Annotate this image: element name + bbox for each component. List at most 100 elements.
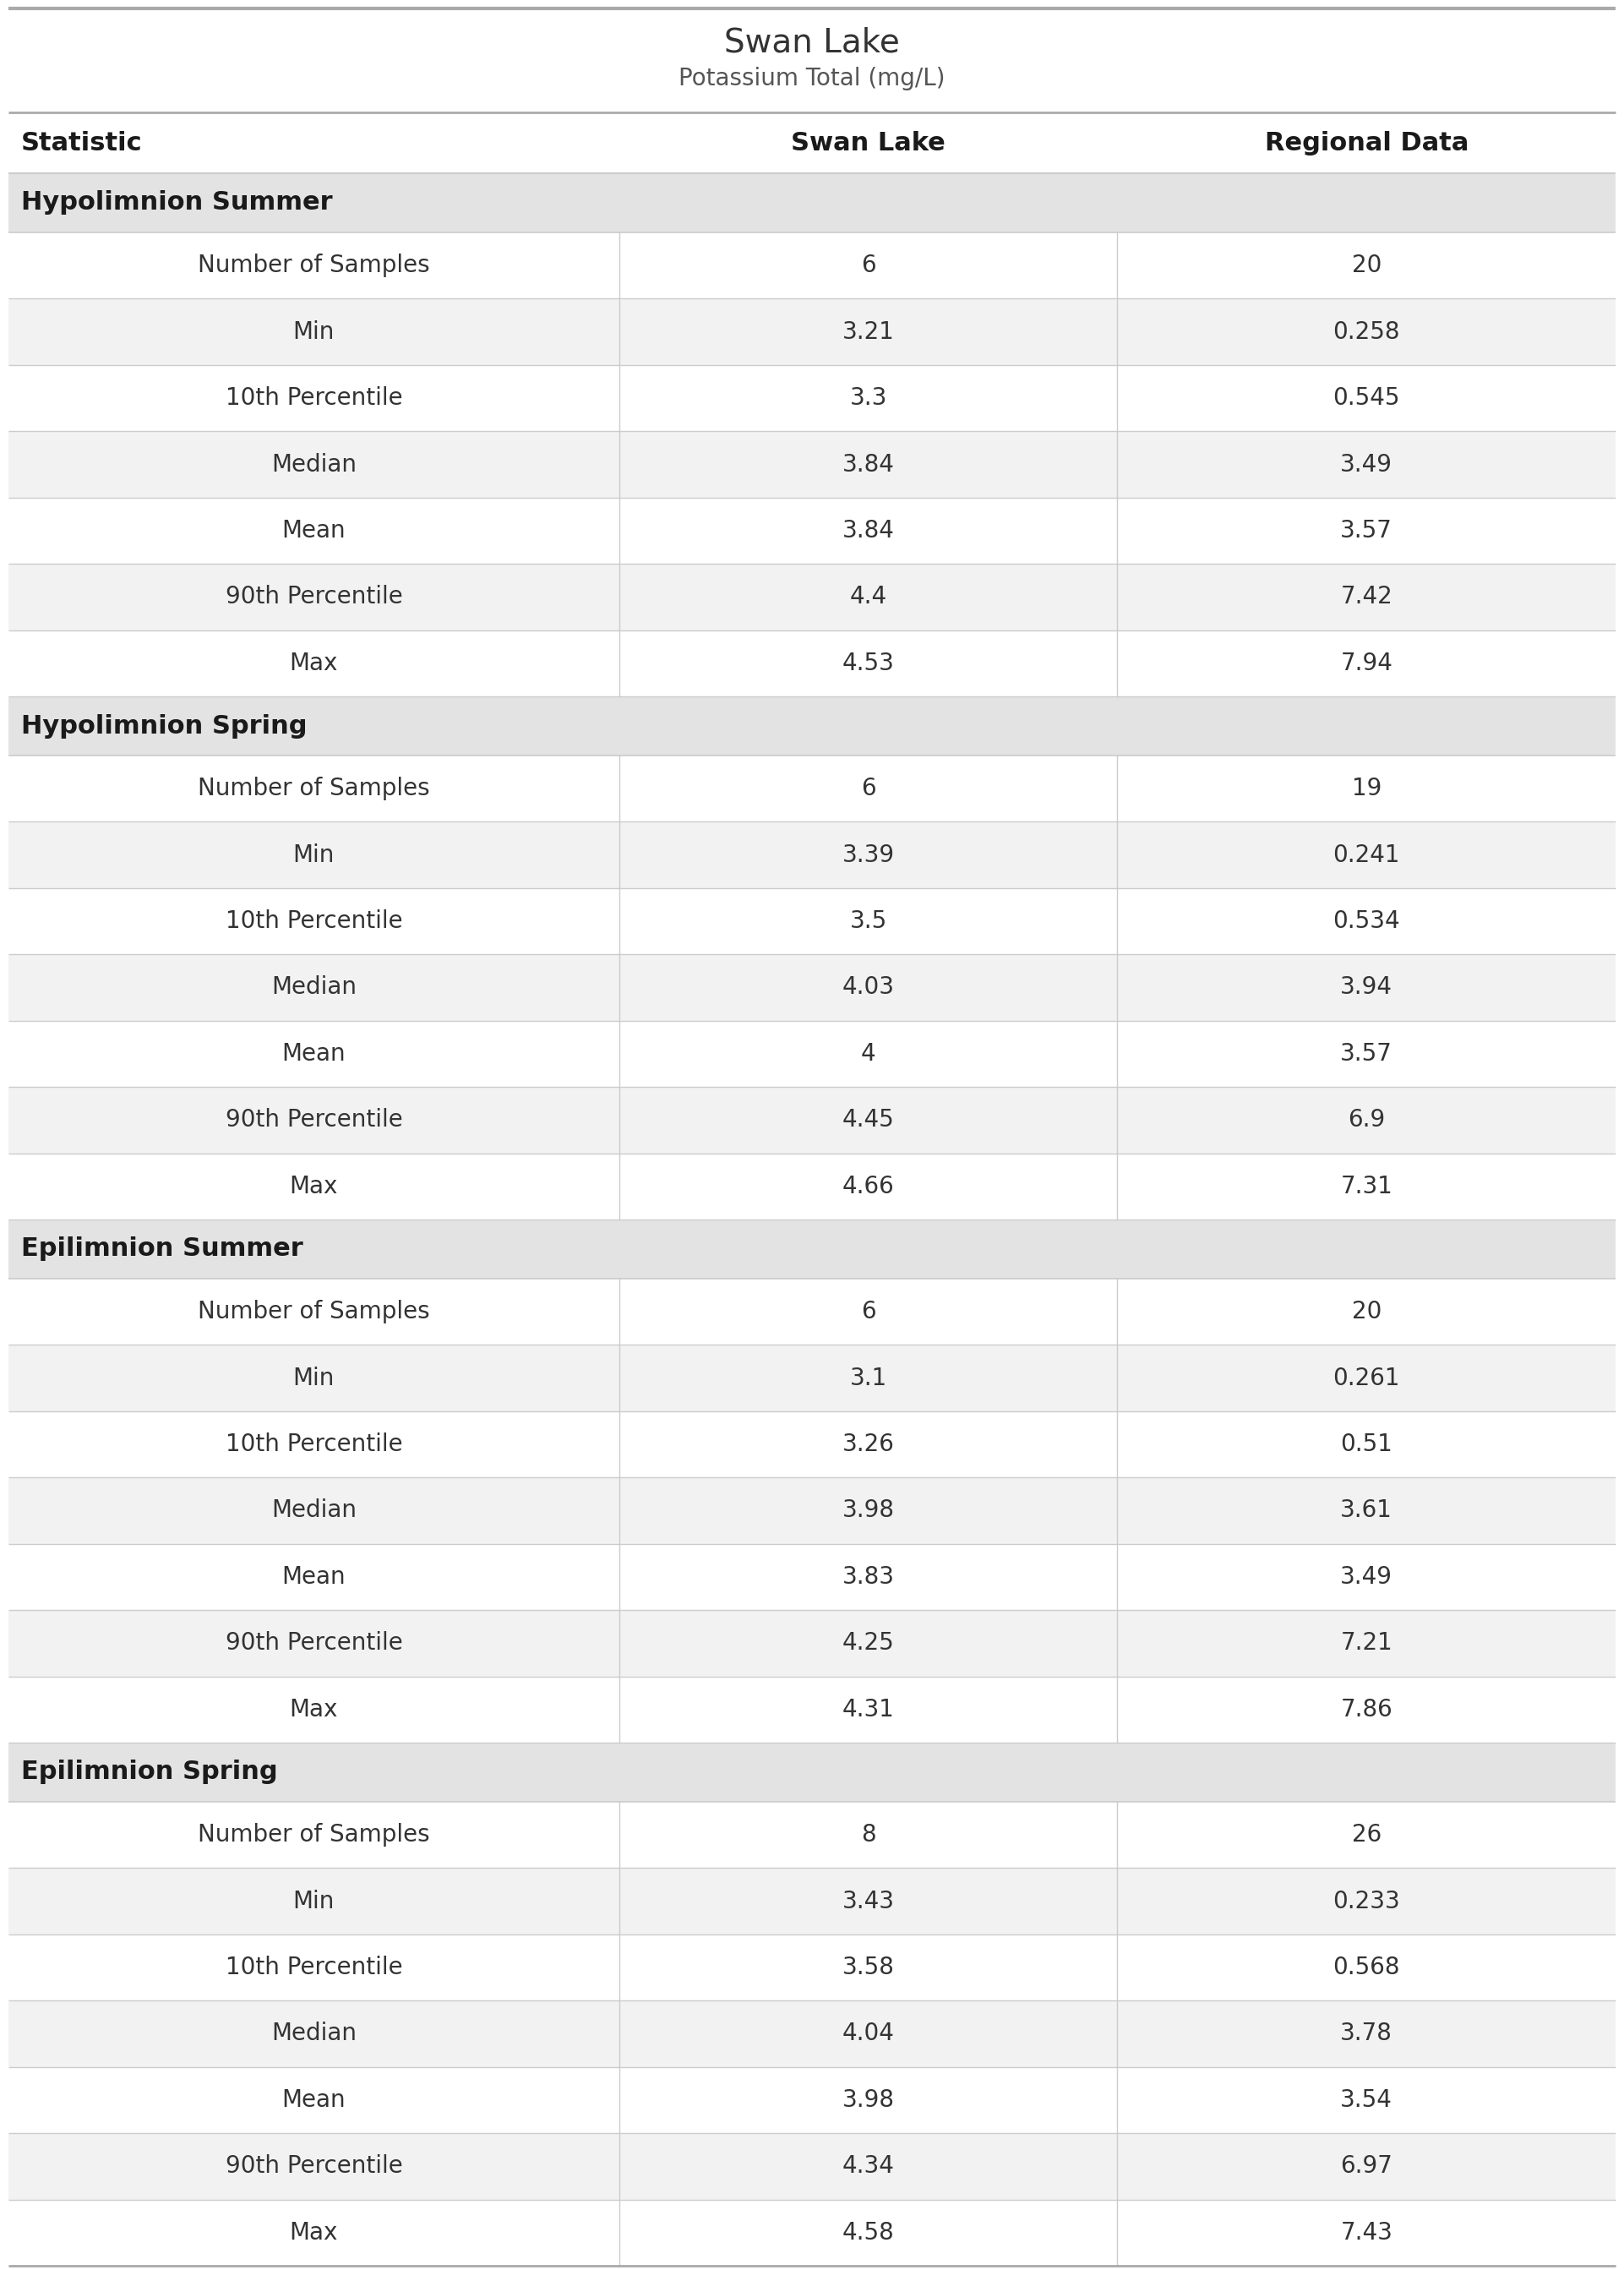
Text: 3.54: 3.54 [1340, 2088, 1393, 2111]
Bar [8, 953, 1616, 1022]
Text: 0.233: 0.233 [1333, 1889, 1400, 1914]
Bar [8, 1219, 1616, 1278]
Text: Number of Samples: Number of Samples [198, 1301, 430, 1323]
Text: 90th Percentile: 90th Percentile [226, 2154, 403, 2179]
Bar [8, 1743, 1616, 1802]
Text: 0.534: 0.534 [1333, 910, 1400, 933]
Bar [8, 1802, 1616, 1868]
Text: 4.45: 4.45 [843, 1108, 895, 1133]
Text: 4.58: 4.58 [843, 2220, 895, 2245]
Bar [8, 1087, 1616, 1153]
Text: Mean: Mean [283, 1564, 346, 1589]
Text: Min: Min [292, 1367, 335, 1389]
Text: 0.545: 0.545 [1333, 386, 1400, 411]
Text: 3.58: 3.58 [843, 1957, 895, 1979]
Bar [8, 232, 1616, 300]
Text: 4: 4 [861, 1042, 875, 1065]
Text: Mean: Mean [283, 1042, 346, 1065]
Bar [8, 697, 1616, 756]
Text: Median: Median [271, 976, 357, 999]
Text: 6: 6 [861, 776, 875, 801]
Text: 4.25: 4.25 [843, 1632, 895, 1655]
Text: 4.53: 4.53 [843, 651, 895, 674]
Text: 3.43: 3.43 [843, 1889, 895, 1914]
Text: 3.49: 3.49 [1340, 452, 1393, 477]
Text: 3.84: 3.84 [843, 520, 895, 543]
Bar [8, 2000, 1616, 2068]
Text: 19: 19 [1351, 776, 1382, 801]
Bar [8, 631, 1616, 697]
Text: 3.39: 3.39 [841, 842, 895, 867]
Bar [8, 365, 1616, 431]
Text: 3.49: 3.49 [1340, 1564, 1393, 1589]
Text: 3.1: 3.1 [849, 1367, 887, 1389]
Text: 3.21: 3.21 [843, 320, 895, 343]
Bar [8, 2200, 1616, 2265]
Text: 4.31: 4.31 [843, 1698, 895, 1721]
Text: Median: Median [271, 452, 357, 477]
Text: 4.66: 4.66 [843, 1174, 895, 1199]
Bar [8, 1675, 1616, 1743]
Text: 6: 6 [861, 1301, 875, 1323]
Text: Mean: Mean [283, 2088, 346, 2111]
Bar [8, 1022, 1616, 1087]
Text: 10th Percentile: 10th Percentile [226, 386, 403, 411]
Text: Median: Median [271, 2023, 357, 2045]
Text: 7.31: 7.31 [1340, 1174, 1393, 1199]
Text: 10th Percentile: 10th Percentile [226, 1432, 403, 1457]
Text: 3.57: 3.57 [1340, 520, 1393, 543]
Bar [8, 431, 1616, 497]
Text: 4.03: 4.03 [843, 976, 895, 999]
Text: 7.42: 7.42 [1340, 586, 1392, 608]
Text: 90th Percentile: 90th Percentile [226, 1108, 403, 1133]
Text: Hypolimnion Summer: Hypolimnion Summer [21, 191, 333, 216]
Bar [8, 1278, 1616, 1344]
Text: Min: Min [292, 842, 335, 867]
Bar [8, 1478, 1616, 1544]
Bar [8, 822, 1616, 888]
Text: 7.43: 7.43 [1340, 2220, 1393, 2245]
Text: Min: Min [292, 1889, 335, 1914]
Text: 8: 8 [861, 1823, 875, 1848]
Text: 4.4: 4.4 [849, 586, 887, 608]
Text: 90th Percentile: 90th Percentile [226, 586, 403, 608]
Text: 7.94: 7.94 [1340, 651, 1393, 674]
Text: 3.78: 3.78 [1340, 2023, 1393, 2045]
Bar [8, 1344, 1616, 1412]
Text: 3.3: 3.3 [849, 386, 887, 411]
Bar [8, 1934, 1616, 2000]
Text: 3.5: 3.5 [849, 910, 887, 933]
Bar [8, 1544, 1616, 1609]
Bar [8, 888, 1616, 953]
Text: 26: 26 [1351, 1823, 1382, 1848]
Text: 3.26: 3.26 [843, 1432, 895, 1457]
Bar [8, 114, 1616, 173]
Text: 3.83: 3.83 [843, 1564, 895, 1589]
Text: Number of Samples: Number of Samples [198, 254, 430, 277]
Text: 3.84: 3.84 [843, 452, 895, 477]
Text: 0.51: 0.51 [1340, 1432, 1393, 1457]
Text: Max: Max [289, 651, 338, 674]
Bar [8, 1868, 1616, 1934]
Bar [8, 2068, 1616, 2134]
Text: Mean: Mean [283, 520, 346, 543]
Text: 6.9: 6.9 [1348, 1108, 1385, 1133]
Text: Min: Min [292, 320, 335, 343]
Text: 6.97: 6.97 [1340, 2154, 1393, 2179]
Bar [8, 1412, 1616, 1478]
Text: Hypolimnion Spring: Hypolimnion Spring [21, 713, 307, 738]
Bar [8, 497, 1616, 563]
Text: 90th Percentile: 90th Percentile [226, 1632, 403, 1655]
Bar [8, 756, 1616, 822]
Text: 3.57: 3.57 [1340, 1042, 1393, 1065]
Text: 3.98: 3.98 [843, 2088, 895, 2111]
Text: Number of Samples: Number of Samples [198, 776, 430, 801]
Text: Potassium Total (mg/L): Potassium Total (mg/L) [679, 66, 945, 91]
Text: 6: 6 [861, 254, 875, 277]
Text: Max: Max [289, 1174, 338, 1199]
Text: 7.86: 7.86 [1340, 1698, 1392, 1721]
Text: 3.94: 3.94 [1340, 976, 1393, 999]
Bar [8, 2134, 1616, 2200]
Text: Max: Max [289, 2220, 338, 2245]
Text: Epilimnion Summer: Epilimnion Summer [21, 1237, 304, 1262]
